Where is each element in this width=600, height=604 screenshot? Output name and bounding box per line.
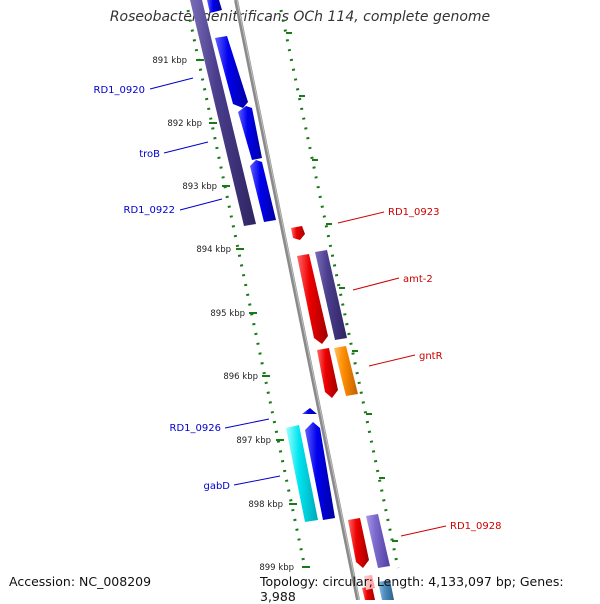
gene-label-trob[interactable]: troB bbox=[139, 149, 160, 160]
gene-label-amt-2[interactable]: amt-2 bbox=[403, 274, 433, 285]
gene-bar-amt-2-navy[interactable] bbox=[315, 250, 347, 340]
tick-label-892: 892 kbp bbox=[167, 119, 202, 129]
gene-bar-rd1-0923[interactable] bbox=[291, 226, 305, 240]
gene-bar-rd1-0919-navy[interactable] bbox=[190, 0, 256, 226]
gene-label-rd1-0928[interactable]: RD1_0928 bbox=[450, 521, 501, 532]
tick-marks-left bbox=[196, 59, 310, 568]
gene-label-rd1-0923[interactable]: RD1_0923 bbox=[388, 207, 439, 218]
tick-label-895: 895 kbp bbox=[210, 309, 245, 319]
gene-label-gabd[interactable]: gabD bbox=[203, 481, 230, 492]
gene-bar-amt-2-red[interactable] bbox=[297, 254, 328, 344]
gene-bar-next-pink[interactable] bbox=[364, 575, 375, 590]
tick-label-894: 894 kbp bbox=[196, 245, 231, 255]
leader-lines-red bbox=[337, 211, 447, 537]
leader-lines-blue bbox=[149, 77, 281, 486]
gene-bar-trob[interactable] bbox=[238, 106, 262, 160]
gene-bar-rd1-0922[interactable] bbox=[250, 160, 276, 222]
tick-label-896: 896 kbp bbox=[223, 372, 258, 382]
tick-label-893: 893 kbp bbox=[182, 182, 217, 192]
genome-backbone bbox=[234, 0, 360, 600]
gene-bar-gntr-red[interactable] bbox=[317, 348, 338, 398]
accession-text: Accession: NC_008209 bbox=[9, 574, 152, 589]
gene-bar-rd1-0926-small[interactable] bbox=[302, 408, 317, 414]
tick-label-898: 898 kbp bbox=[248, 500, 283, 510]
gene-label-rd1-0922[interactable]: RD1_0922 bbox=[124, 205, 175, 216]
gene-bar-rd1-0920[interactable] bbox=[215, 36, 248, 108]
gene-bar-gabd-blue[interactable] bbox=[305, 422, 335, 520]
tick-label-891: 891 kbp bbox=[152, 56, 187, 66]
gene-bar-next-steel[interactable] bbox=[378, 580, 394, 600]
tick-label-899: 899 kbp bbox=[259, 563, 294, 573]
gene-bar-rd1-0928-red[interactable] bbox=[348, 518, 369, 568]
gene-label-gntr[interactable]: gntR bbox=[419, 351, 443, 362]
gene-bar-gntr-orange[interactable] bbox=[334, 346, 358, 396]
tick-label-897: 897 kbp bbox=[236, 436, 271, 446]
gene-label-rd1-0920[interactable]: RD1_0920 bbox=[94, 85, 145, 96]
gene-bar-gabd-cyan[interactable] bbox=[286, 425, 318, 522]
gene-label-rd1-0926[interactable]: RD1_0926 bbox=[170, 423, 221, 434]
gene-bar-rd1-0919-blue[interactable] bbox=[207, 0, 222, 13]
gene-bar-rd1-0928-purple[interactable] bbox=[366, 514, 390, 568]
tick-marks-right bbox=[286, 32, 398, 542]
gene-bar-next-red[interactable] bbox=[362, 586, 375, 600]
